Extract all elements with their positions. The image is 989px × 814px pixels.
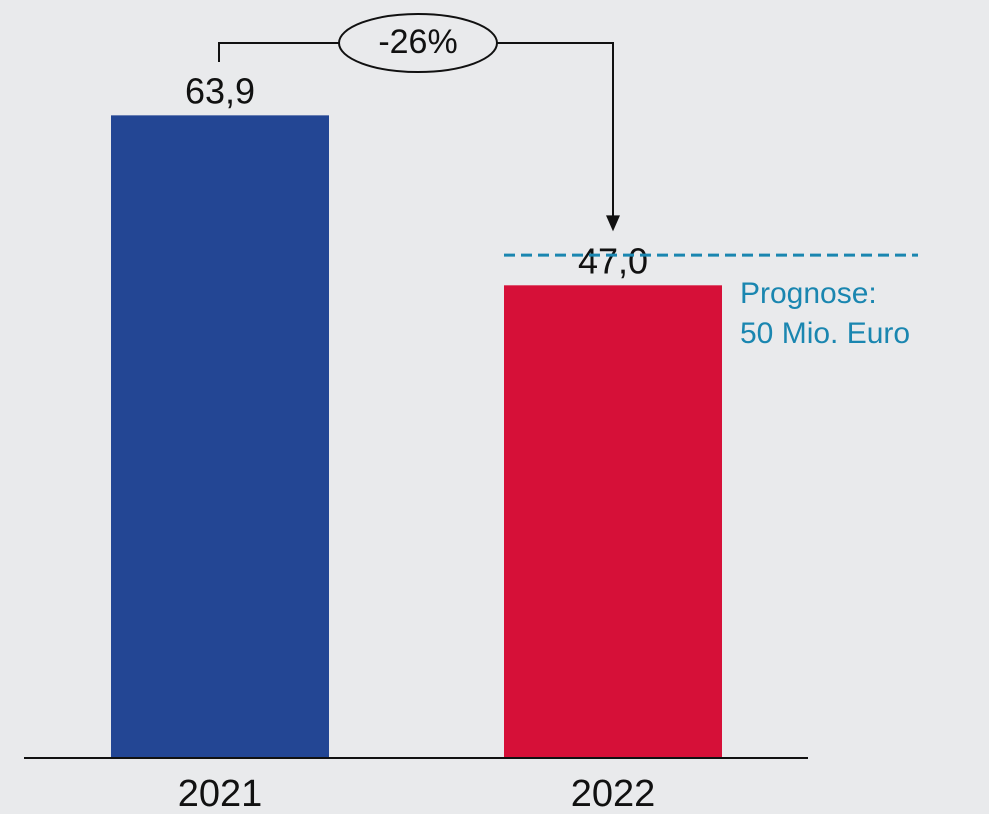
change-arrowhead [606,215,620,232]
bars-group [111,115,722,758]
x-tick-label-2022: 2022 [571,773,656,814]
x-tick-labels-group: 2021 2022 [178,773,656,814]
x-tick-label-2021: 2021 [178,773,263,814]
change-ellipse [338,13,498,73]
forecast-label-line2: 50 Mio. Euro [740,317,910,350]
value-label-2022: 47,0 [578,240,648,281]
bar-2022 [504,285,722,758]
value-labels-group: 63,9 47,0 [185,70,648,281]
forecast-label-line1: Prognose: [740,277,877,310]
value-label-2021: 63,9 [185,70,255,111]
change-label: -26% [378,23,457,61]
bar-2021 [111,115,329,758]
